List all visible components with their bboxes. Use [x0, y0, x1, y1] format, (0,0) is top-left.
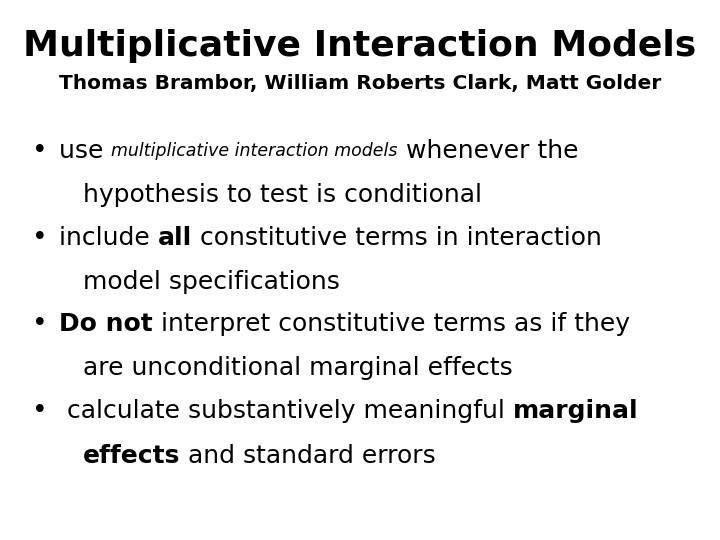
Text: Do not: Do not [59, 312, 153, 336]
Text: and standard errors: and standard errors [180, 444, 436, 468]
Text: •: • [32, 225, 48, 251]
Text: include: include [59, 226, 158, 249]
Text: all: all [158, 226, 192, 249]
Text: whenever the: whenever the [397, 139, 578, 163]
Text: model specifications: model specifications [83, 270, 340, 294]
Text: interpret constitutive terms as if they: interpret constitutive terms as if they [153, 312, 630, 336]
Text: Multiplicative Interaction Models: Multiplicative Interaction Models [23, 29, 697, 63]
Text: •: • [32, 311, 48, 337]
Text: •: • [32, 399, 48, 424]
Text: Thomas Brambor, William Roberts Clark, Matt Golder: Thomas Brambor, William Roberts Clark, M… [59, 74, 661, 93]
Text: hypothesis to test is conditional: hypothesis to test is conditional [83, 184, 482, 207]
Text: multiplicative interaction models: multiplicative interaction models [112, 142, 397, 160]
Text: effects: effects [83, 444, 180, 468]
Text: use: use [59, 139, 112, 163]
Text: calculate substantively meaningful: calculate substantively meaningful [59, 400, 513, 423]
Text: constitutive terms in interaction: constitutive terms in interaction [192, 226, 602, 249]
Text: •: • [32, 138, 48, 164]
Text: marginal: marginal [513, 400, 639, 423]
Text: are unconditional marginal effects: are unconditional marginal effects [83, 356, 513, 380]
